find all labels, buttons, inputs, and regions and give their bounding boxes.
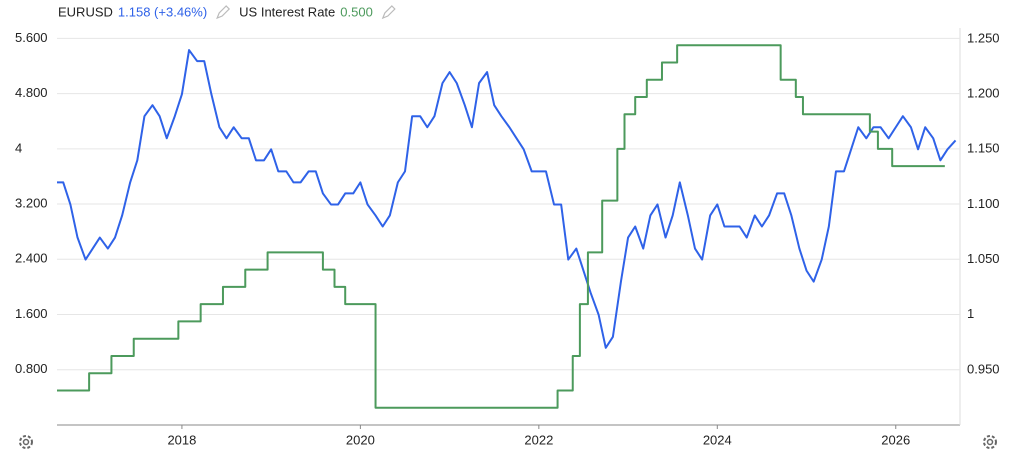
y-tick-label: 2.400 [15, 251, 48, 266]
series-line [57, 49, 957, 349]
y2-tick-label: 1.100 [967, 196, 1000, 211]
x-tick-label: 2026 [881, 432, 910, 447]
settings-icon-right[interactable] [983, 435, 997, 449]
y-tick-label: 1.600 [15, 306, 48, 321]
y2-tick-label: 1.250 [967, 30, 1000, 45]
y-tick-label: 5.600 [15, 30, 48, 45]
y2-tick-label: 1.050 [967, 251, 1000, 266]
y-tick-label: 0.800 [15, 361, 48, 376]
y2-tick-label: 1.150 [967, 141, 1000, 156]
series-line [57, 44, 945, 409]
legend: EURUSD 1.158 (+3.46%) US Interest Rate 0.50… [58, 4, 396, 20]
y-tick-label: 4.800 [15, 85, 48, 100]
x-tick-label: 2022 [524, 432, 553, 447]
legend-name: EURUSD [58, 4, 113, 19]
settings-icon-left[interactable] [19, 435, 33, 449]
y-tick-label: 3.200 [15, 195, 48, 210]
x-tick-label: 2024 [703, 432, 732, 447]
legend-name: US Interest Rate [239, 4, 335, 19]
y2-tick-label: 1.200 [967, 86, 1000, 101]
legend-value: 1.158 (+3.46%) [118, 4, 207, 19]
legend-value: 0.500 [340, 4, 373, 19]
edit-icon[interactable] [381, 5, 396, 20]
y2-tick-label: 0.950 [967, 361, 1000, 376]
y2-tick-label: 1 [967, 306, 974, 321]
x-tick-label: 2020 [346, 432, 375, 447]
edit-icon[interactable] [216, 5, 231, 20]
x-tick-label: 2018 [167, 432, 196, 447]
y-tick-label: 4 [15, 140, 22, 155]
